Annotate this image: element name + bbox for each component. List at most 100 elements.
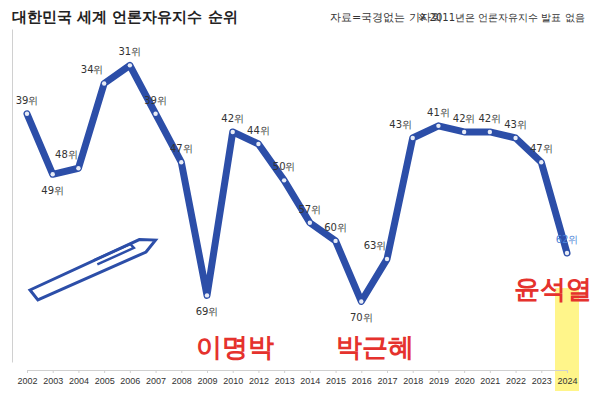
data-point <box>102 81 106 85</box>
x-tick: 2017 <box>377 370 397 386</box>
x-tick: 2018 <box>403 370 423 386</box>
x-tick: 2019 <box>429 370 449 386</box>
x-tick: 2015 <box>326 370 346 386</box>
data-label: 47위 <box>170 143 193 154</box>
title: 대한민국 세계 언론자유지수 순위 <box>12 8 238 26</box>
x-tick: 2014 <box>300 370 320 386</box>
data-point <box>153 112 157 116</box>
y-axis <box>12 30 13 363</box>
data-label: 70위 <box>350 312 373 323</box>
x-tick-mark <box>78 370 79 373</box>
data-point <box>333 239 337 243</box>
x-tick-label: 2016 <box>352 376 372 386</box>
x-tick-label: 2013 <box>275 376 295 386</box>
x-tick-mark <box>130 370 131 373</box>
data-point <box>385 257 389 261</box>
data-point <box>411 136 415 140</box>
x-tick-label: 2009 <box>197 376 217 386</box>
data-point <box>231 130 235 134</box>
annotation: 이명박 <box>196 332 274 362</box>
data-point <box>25 112 29 116</box>
x-tick: 2024 <box>557 370 577 386</box>
x-tick-label: 2007 <box>146 376 166 386</box>
data-label: 57위 <box>298 204 321 215</box>
data-point <box>205 293 209 297</box>
x-tick-mark <box>181 370 182 373</box>
x-tick: 2021 <box>480 370 500 386</box>
annotation: 윤석열 <box>514 274 592 304</box>
x-tick-label: 2021 <box>480 376 500 386</box>
x-tick: 2013 <box>275 370 295 386</box>
x-tick-label: 2004 <box>69 376 89 386</box>
x-tick-label: 2019 <box>429 376 449 386</box>
x-tick-mark <box>387 370 388 373</box>
x-tick-mark <box>413 370 414 373</box>
x-tick-label: 2023 <box>532 376 552 386</box>
data-label: 42위 <box>221 113 244 124</box>
annotation: 박근혜 <box>336 332 414 362</box>
x-tick: 2009 <box>197 370 217 386</box>
data-label: 63위 <box>364 240 387 251</box>
data-point <box>488 130 492 134</box>
x-tick: 2023 <box>532 370 552 386</box>
x-tick: 2004 <box>69 370 89 386</box>
x-tick-mark <box>516 370 517 373</box>
data-label: 43위 <box>389 119 412 130</box>
x-tick-mark <box>438 370 439 373</box>
x-tick-mark <box>207 370 208 373</box>
data-label: 39위 <box>144 95 167 106</box>
x-tick: 2020 <box>455 370 475 386</box>
data-point <box>128 63 132 67</box>
x-tick-mark <box>567 370 568 373</box>
data-point <box>513 136 517 140</box>
x-tick-label: 2022 <box>506 376 526 386</box>
x-tick-mark <box>258 370 259 373</box>
data-label: 47위 <box>530 143 553 154</box>
data-point <box>51 172 55 176</box>
data-point <box>256 142 260 146</box>
data-label: 42위 <box>453 113 476 124</box>
data-label: 69위 <box>196 306 219 317</box>
data-point <box>565 251 569 255</box>
x-tick: 2006 <box>120 370 140 386</box>
data-label: 44위 <box>247 125 270 136</box>
x-tick-label: 2020 <box>455 376 475 386</box>
data-labels: 39위49위48위34위31위39위47위69위42위44위50위57위60위7… <box>16 46 579 323</box>
x-tick-mark <box>361 370 362 373</box>
plot-area <box>25 63 569 304</box>
x-tick-label: 2014 <box>300 376 320 386</box>
x-tick-label: 2024 <box>557 376 577 386</box>
x-tick-label: 2012 <box>249 376 269 386</box>
x-tick: 2002 <box>17 370 37 386</box>
data-label: 62위 <box>556 234 579 245</box>
x-tick: 2012 <box>249 370 269 386</box>
x-tick: 2016 <box>352 370 372 386</box>
x-tick: 2005 <box>95 370 115 386</box>
x-tick-label: 2006 <box>120 376 140 386</box>
x-tick: 2010 <box>223 370 243 386</box>
x-axis: 2002200320042005200620072008200920102012… <box>17 370 577 386</box>
x-tick-mark <box>27 370 28 373</box>
data-label: 43위 <box>504 119 527 130</box>
x-tick-label: 2018 <box>403 376 423 386</box>
data-line <box>27 65 567 301</box>
x-tick-mark <box>310 370 311 373</box>
data-label: 31위 <box>118 46 141 57</box>
data-point <box>539 160 543 164</box>
x-tick-label: 2008 <box>172 376 192 386</box>
data-label: 50위 <box>273 161 296 172</box>
x-tick-mark <box>464 370 465 373</box>
data-point <box>308 221 312 225</box>
y-axis-line <box>12 30 13 363</box>
x-axis-line <box>28 370 568 371</box>
x-tick-label: 2015 <box>326 376 346 386</box>
x-tick-label: 2005 <box>95 376 115 386</box>
annotations: 이명박 박근혜 윤석열 <box>196 274 592 362</box>
data-point <box>282 178 286 182</box>
x-tick-label: 2002 <box>17 376 37 386</box>
data-label: 39위 <box>16 95 39 106</box>
data-point <box>462 130 466 134</box>
x-tick-mark <box>541 370 542 373</box>
pen-body <box>27 234 161 301</box>
data-label: 34위 <box>81 64 104 75</box>
